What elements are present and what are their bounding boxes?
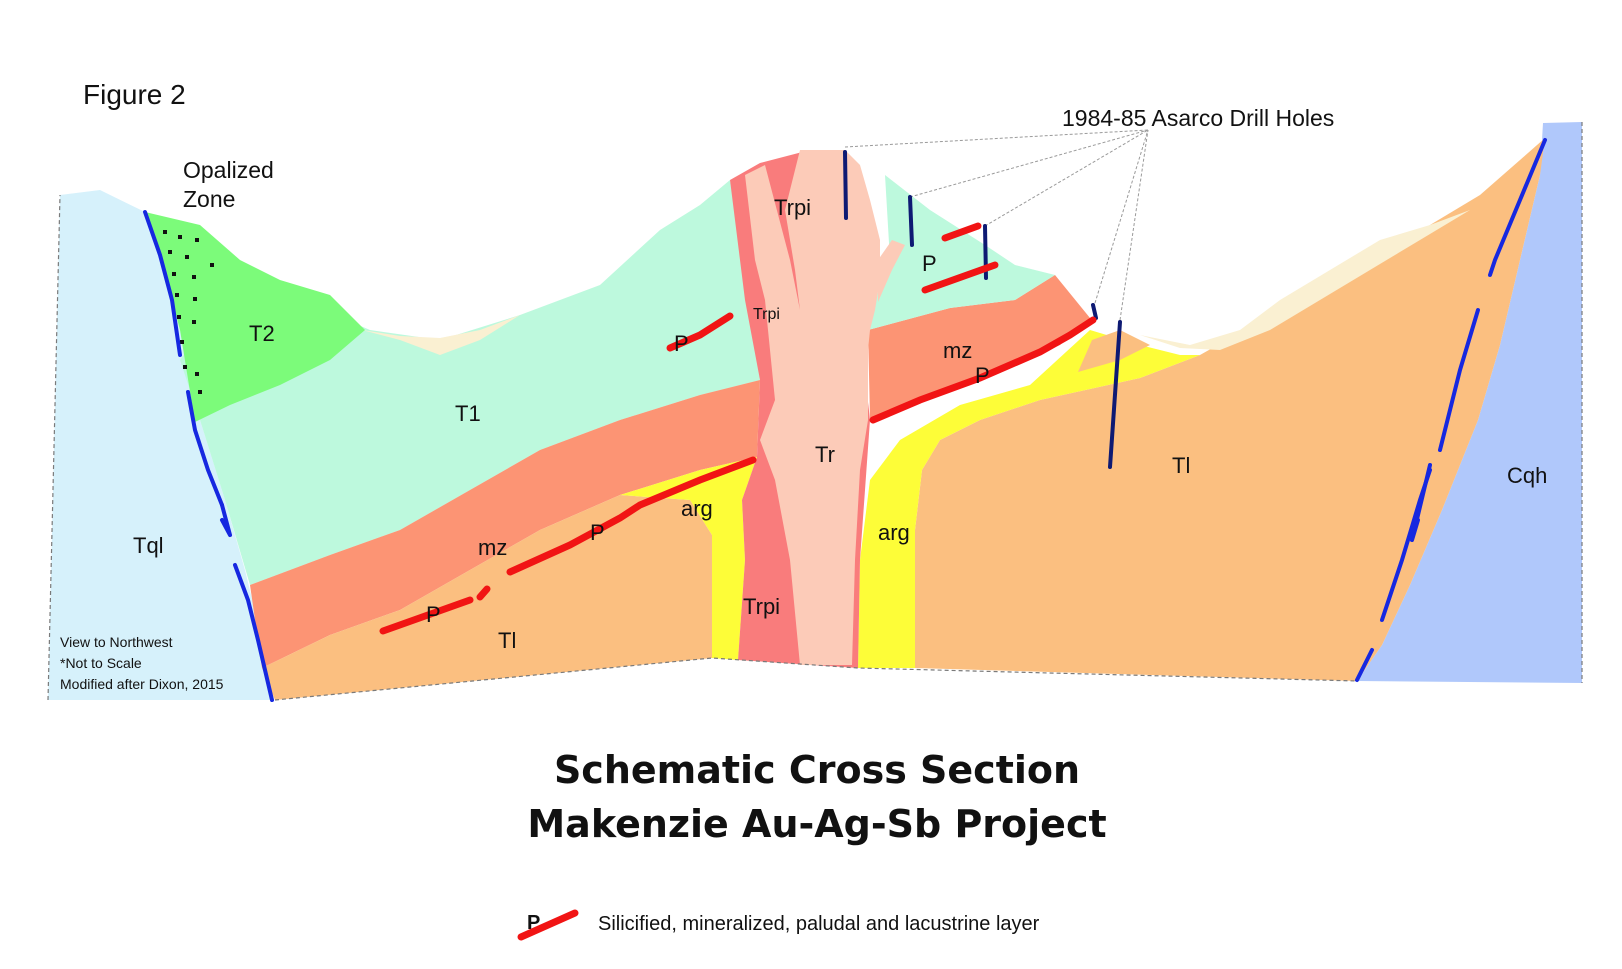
unit-tl-left-area [262, 495, 712, 700]
p-label-3: P [674, 331, 689, 356]
fault-right-middle [1438, 308, 1480, 452]
p-label-1: P [426, 602, 441, 627]
unit-tr-offshoot [878, 240, 905, 302]
unit-label-t2: T2 [249, 321, 275, 346]
p-label-4: P [922, 251, 937, 276]
p-label-5: P [975, 363, 990, 388]
unit-label-tql: Tql [133, 533, 164, 558]
fault-left-arrow [220, 503, 232, 537]
unit-arg-right-area [858, 330, 1200, 668]
legend: P Silicified, mineralized, paludal and l… [517, 909, 1040, 941]
unit-tl-right-area [915, 138, 1545, 681]
p-layer-upper-a [941, 222, 982, 242]
drill-hole-4 [1091, 303, 1098, 320]
p-layer-right-main [869, 316, 1097, 424]
unit-label-cqh: Cqh [1507, 463, 1547, 488]
p-layer-lower-left [379, 585, 491, 635]
legend-symbol-line [517, 909, 579, 941]
p-layers [379, 222, 1097, 635]
unit-mz-left-area [250, 380, 760, 668]
fault-left-lower [233, 563, 274, 702]
drill-holes-label: 1984-85 Asarco Drill Holes [1062, 105, 1334, 131]
unit-label-mz-left: mz [478, 535, 507, 560]
unit-label-arg-right: arg [878, 520, 910, 545]
unit-label-trpi-small: Trpi [753, 306, 780, 323]
p-layer-lower-middle [506, 456, 757, 576]
section-outline [47, 122, 1583, 701]
drill-hole-5 [1108, 320, 1122, 469]
unit-label-trpi-top: Trpi [774, 195, 811, 220]
figure-label: Figure 2 [83, 79, 186, 110]
fault-right-arrow [1410, 463, 1432, 542]
unit-label-arg-left: arg [681, 496, 713, 521]
unit-alluvium-right [1140, 210, 1470, 350]
unit-label-t1: T1 [455, 401, 481, 426]
opalized-zone-label-line1: Opalized [183, 157, 274, 183]
unit-t2-area [145, 212, 365, 422]
fault-right-upper [1488, 138, 1547, 277]
unit-mz-right-area [868, 275, 1090, 418]
main-title-line1: Schematic Cross Section [554, 748, 1080, 792]
unit-tql-area [48, 190, 272, 700]
fault-left-upper [143, 210, 182, 357]
fault-lines [143, 138, 1547, 702]
opalized-zone-dots [163, 230, 214, 394]
opalized-zone-label-line2: Zone [183, 186, 235, 212]
note-view: View to Northwest [60, 634, 173, 650]
note-source: Modified after Dixon, 2015 [60, 676, 224, 692]
unit-arg-left-area [620, 457, 757, 660]
unit-alluvium-left [362, 315, 520, 355]
note-scale: *Not to Scale [60, 655, 142, 671]
main-title-line2: Makenzie Au-Ag-Sb Project [527, 802, 1106, 846]
p-layer-t1 [666, 312, 734, 352]
unit-cqh-area [1357, 122, 1582, 683]
unit-label-tl-right: Tl [1172, 453, 1190, 478]
drill-hole-2 [908, 195, 914, 247]
fault-right-bottom [1355, 648, 1374, 682]
fault-left-middle [186, 390, 224, 507]
unit-tl-right-wedge [1078, 330, 1150, 372]
drill-hole-leaders [844, 129, 1149, 321]
legend-text: Silicified, mineralized, paludal and lac… [598, 913, 1040, 935]
unit-t1-right-area [868, 175, 1055, 330]
unit-label-tl-left: Tl [498, 628, 516, 653]
unit-t1-left-area [180, 180, 760, 585]
p-layer-upper-b [921, 261, 999, 294]
unit-label-trpi-bottom: Trpi [743, 594, 780, 619]
unit-label-mz-right: mz [943, 338, 972, 363]
p-label-2: P [590, 520, 605, 545]
drill-hole-1 [843, 150, 848, 220]
unit-label-tr: Tr [815, 442, 835, 467]
unit-tr-area [745, 150, 880, 665]
